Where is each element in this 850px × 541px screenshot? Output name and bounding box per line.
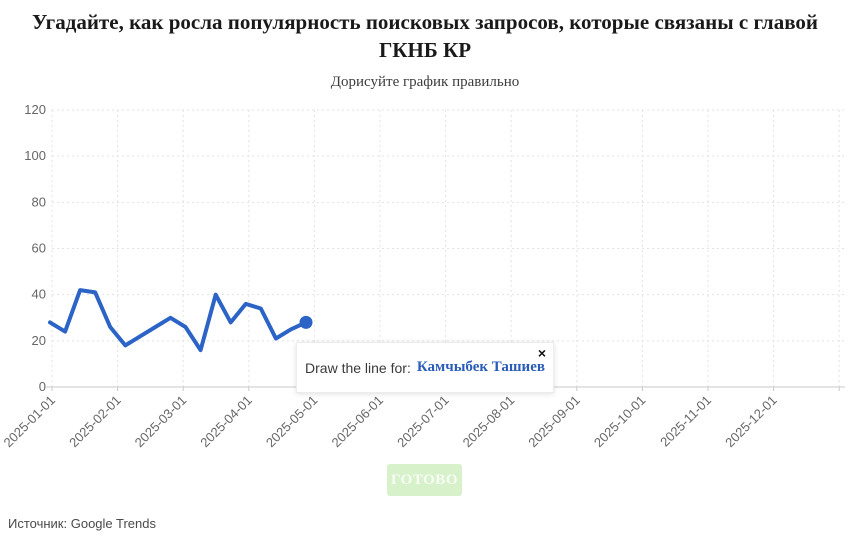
y-axis-tick-label: 100: [24, 148, 46, 163]
y-axis-tick-label: 120: [24, 102, 46, 117]
x-axis-tick-label: 2025-01-01: [0, 393, 58, 451]
y-axis-tick-label: 0: [39, 379, 46, 394]
x-axis-tick-label: 2025-03-01: [132, 393, 190, 451]
draw-prompt-label: Draw the line for:: [305, 359, 411, 376]
x-axis-tick-label: 2025-11-01: [657, 393, 714, 450]
y-axis-tick-label: 60: [32, 241, 46, 256]
source-note: Источник: Google Trends: [8, 516, 156, 531]
x-axis-tick-label: 2025-02-01: [66, 393, 124, 451]
x-axis-tick-label: 2025-10-01: [591, 393, 649, 451]
x-axis-tick-label: 2025-12-01: [722, 393, 780, 451]
done-button[interactable]: ГОТОВО: [387, 464, 462, 496]
x-axis-tick-label: 2025-08-01: [460, 393, 518, 451]
trend-line: [48, 288, 308, 353]
page-subtitle: Дорисуйте график правильно: [330, 74, 520, 90]
close-icon[interactable]: ×: [537, 345, 546, 361]
x-axis-tick-label: 2025-04-01: [197, 393, 255, 451]
x-axis-tick-label: 2025-09-01: [525, 393, 583, 451]
y-axis-tick-label: 20: [32, 333, 46, 348]
y-axis-tick-label: 80: [32, 194, 46, 209]
x-axis-tick-label: 2025-05-01: [263, 393, 321, 451]
x-axis-tick-label: 2025-07-01: [394, 393, 452, 451]
draw-prompt-tooltip: Draw the line for: Камчыбек Ташиев ×: [296, 342, 554, 393]
line-endpoint-handle[interactable]: [299, 315, 313, 329]
draw-prompt-entity-link[interactable]: Камчыбек Ташиев: [416, 359, 545, 375]
page-title: Угадайте, как росла популярность поисков…: [31, 10, 818, 63]
y-axis-tick-label: 40: [32, 287, 46, 302]
x-axis-tick-label: 2025-06-01: [328, 393, 386, 451]
